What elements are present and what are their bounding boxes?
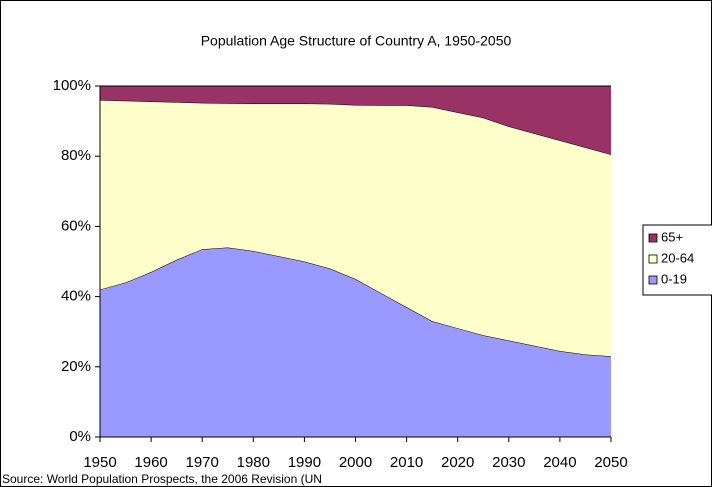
x-tick-label: 1960 [134, 454, 167, 471]
x-tick-label: 1950 [83, 454, 116, 471]
source-note: Source: World Population Prospects, the … [2, 472, 322, 486]
x-tick-label: 1970 [186, 454, 219, 471]
legend-label: 20-64 [661, 250, 694, 265]
legend-swatch [648, 233, 658, 243]
x-tick-label: 2000 [339, 454, 372, 471]
x-tick-label: 1990 [288, 454, 321, 471]
y-tick-label: 100% [53, 77, 91, 94]
y-tick-label: 0% [69, 428, 91, 445]
x-tick-label: 2040 [543, 454, 576, 471]
area [100, 247, 611, 437]
legend-label: 0-19 [661, 271, 687, 286]
legend-swatch [648, 275, 658, 285]
x-tick-label: 1980 [237, 454, 270, 471]
legend-label: 65+ [661, 229, 683, 244]
chart-title: Population Age Structure of Country A, 1… [201, 33, 512, 49]
area [100, 100, 611, 357]
x-tick-label: 2030 [492, 454, 525, 471]
x-tick-label: 2050 [594, 454, 627, 471]
area [100, 86, 611, 155]
y-tick-label: 60% [61, 217, 91, 234]
x-tick-label: 2020 [441, 454, 474, 471]
legend-swatch [648, 254, 658, 264]
y-tick-label: 40% [61, 288, 91, 305]
x-tick-label: 2010 [390, 454, 423, 471]
y-tick-label: 80% [61, 147, 91, 164]
y-tick-label: 20% [61, 358, 91, 375]
